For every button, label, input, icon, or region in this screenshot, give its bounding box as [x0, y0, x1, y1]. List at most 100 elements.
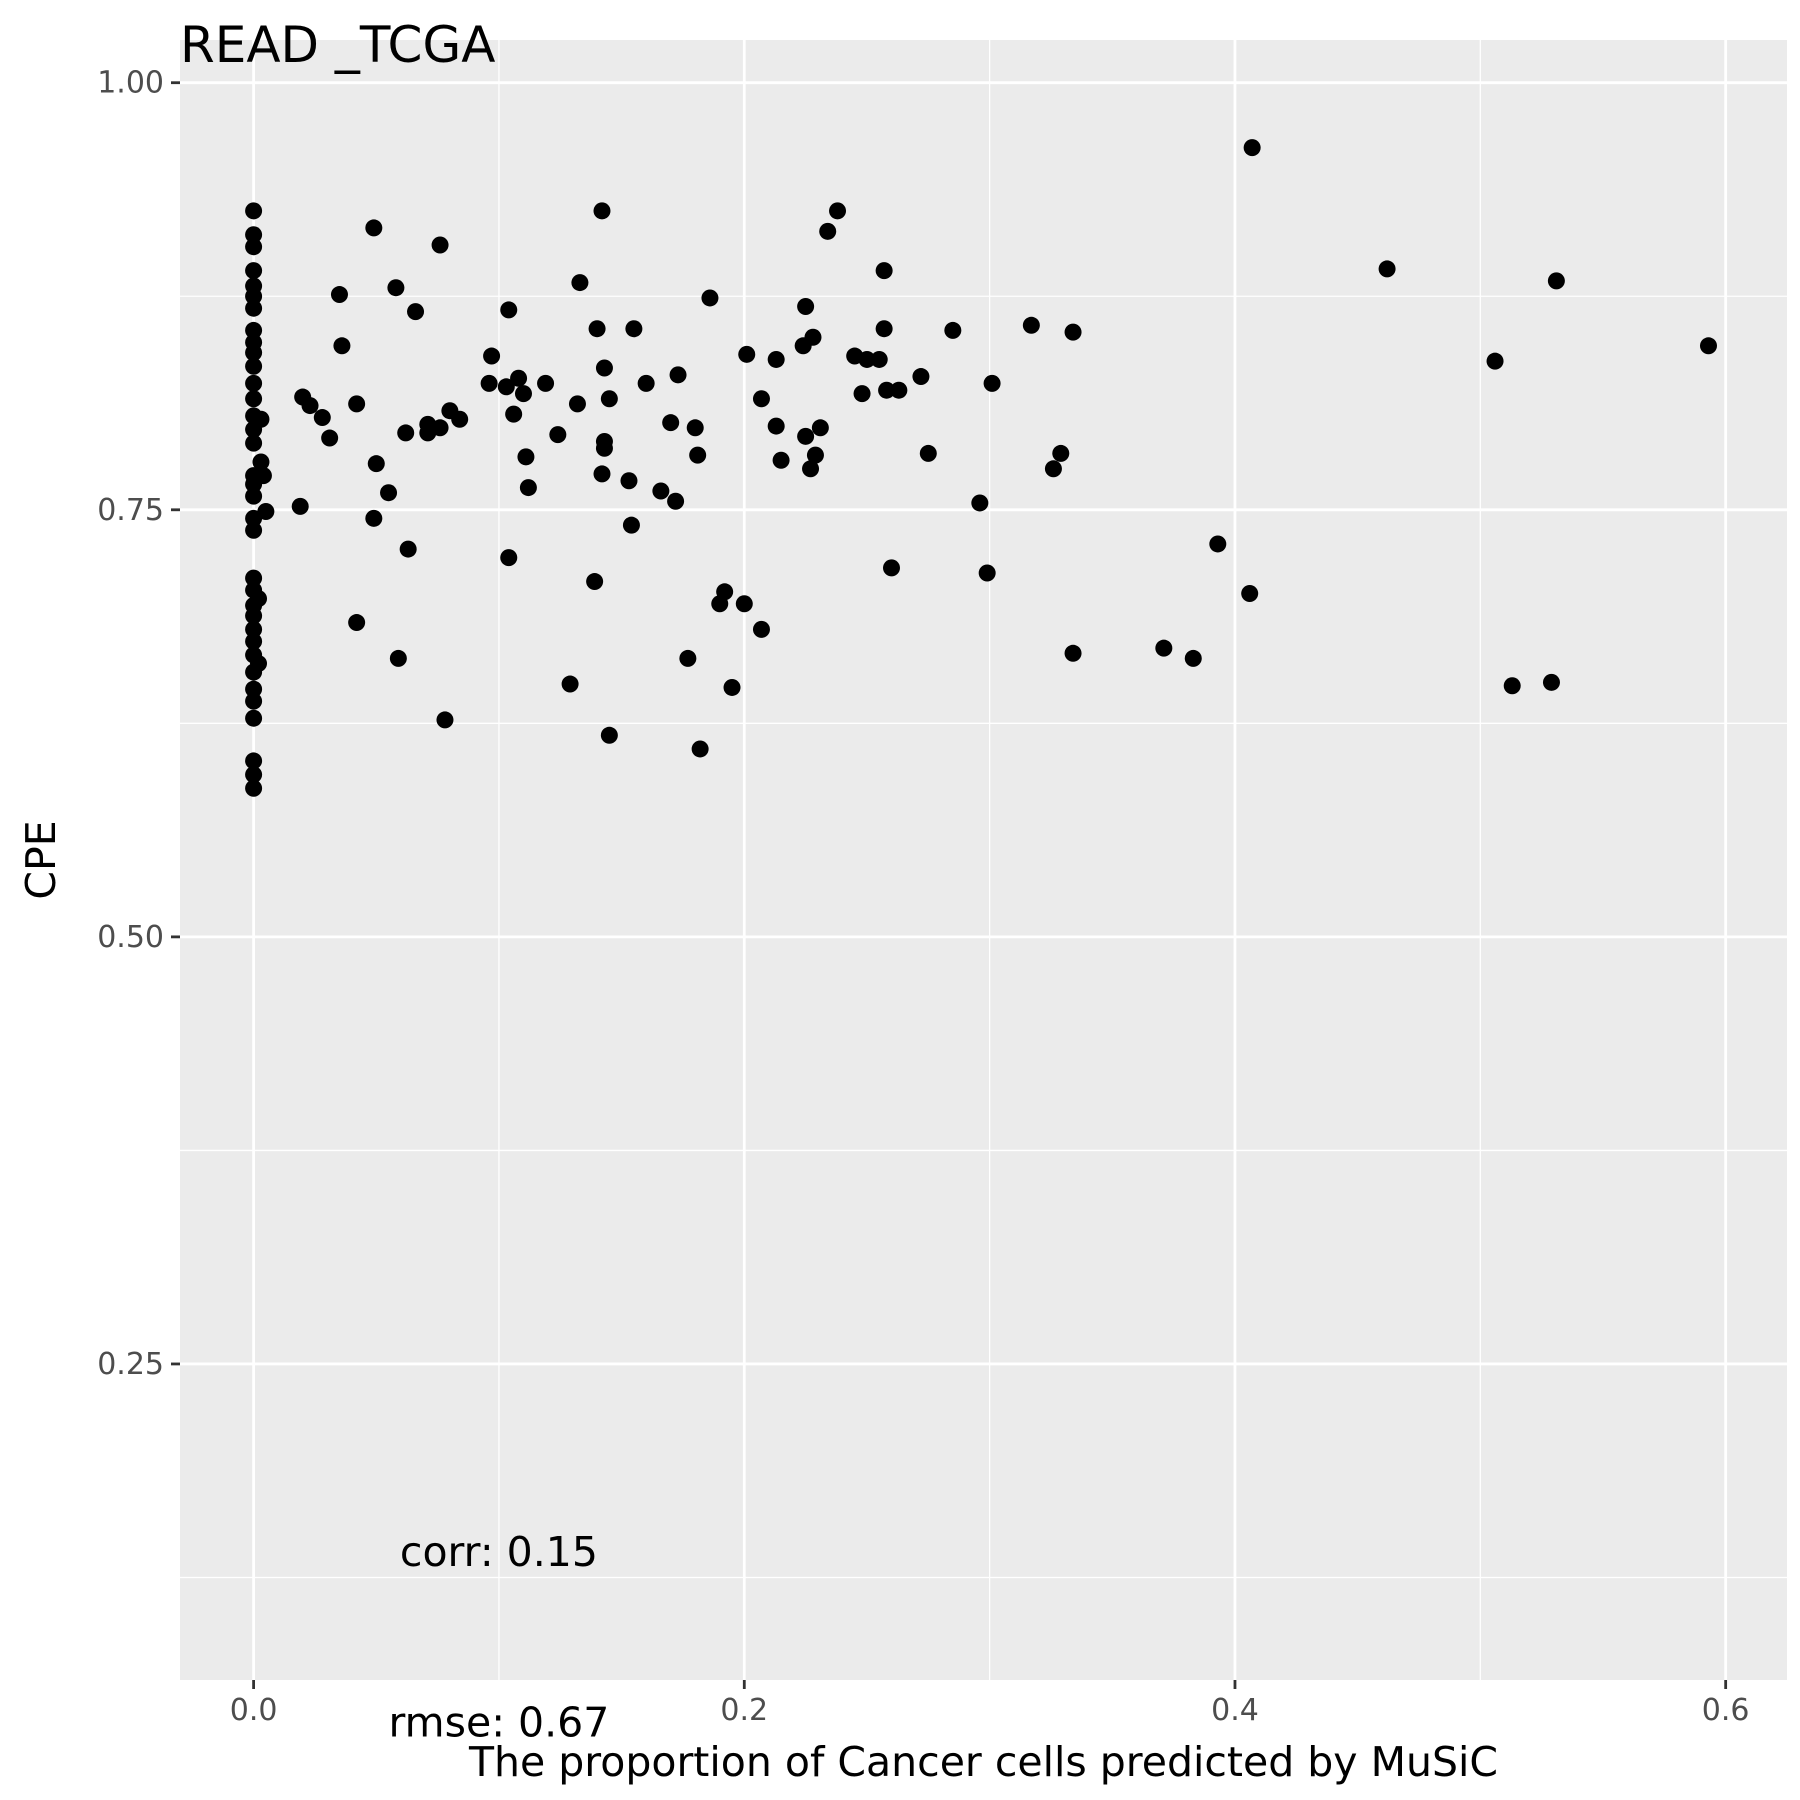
data-point — [600, 390, 618, 408]
data-point — [797, 427, 815, 445]
data-point — [483, 347, 501, 365]
data-point — [667, 492, 685, 510]
data-point — [944, 321, 962, 339]
data-point — [245, 692, 263, 710]
data-point — [397, 424, 415, 442]
data-point — [625, 320, 643, 338]
x-tick-label: 0.6 — [1702, 1693, 1750, 1728]
data-point — [519, 479, 537, 497]
data-point — [978, 564, 996, 582]
data-point — [505, 405, 523, 423]
data-point — [1044, 460, 1062, 478]
data-point — [870, 350, 888, 368]
data-point — [245, 620, 263, 638]
data-point — [1184, 649, 1202, 667]
data-point — [245, 357, 263, 375]
data-point — [588, 320, 606, 338]
data-point — [245, 321, 263, 339]
data-point — [321, 429, 339, 447]
data-point — [252, 410, 270, 428]
data-point — [387, 279, 405, 297]
data-point — [875, 262, 893, 280]
data-point — [912, 368, 930, 386]
data-point — [691, 740, 709, 758]
data-point — [245, 487, 263, 505]
data-point — [245, 569, 263, 587]
data-point — [767, 350, 785, 368]
data-point — [804, 328, 822, 346]
data-point — [622, 516, 640, 534]
annotation-label: corr: 0.15 — [400, 1528, 598, 1576]
data-point — [500, 301, 518, 319]
data-point — [752, 390, 770, 408]
data-point — [797, 298, 815, 315]
data-point — [365, 509, 383, 527]
data-point — [1486, 352, 1504, 370]
data-point — [436, 711, 454, 729]
data-point — [500, 549, 518, 567]
data-point — [568, 395, 586, 413]
data-point — [497, 378, 515, 396]
data-point — [252, 453, 270, 471]
data-point — [245, 752, 263, 770]
data-point — [1155, 639, 1173, 657]
data-point — [348, 614, 366, 632]
data-point — [983, 374, 1001, 392]
data-point — [517, 448, 535, 466]
data-point — [853, 385, 871, 403]
data-point — [738, 345, 756, 363]
data-point — [1209, 535, 1227, 553]
data-point — [245, 202, 263, 220]
data-point — [1064, 323, 1082, 341]
data-point — [875, 320, 893, 338]
data-point — [245, 287, 263, 305]
data-point — [537, 374, 555, 392]
data-point — [1022, 316, 1040, 334]
data-point — [245, 607, 263, 625]
data-point — [245, 226, 263, 244]
data-point — [367, 455, 385, 473]
data-point — [245, 374, 263, 392]
data-point — [431, 236, 449, 254]
data-point — [380, 484, 398, 502]
data-point — [971, 494, 989, 512]
data-point — [819, 222, 837, 240]
data-point — [767, 417, 785, 435]
data-point — [772, 451, 790, 469]
data-point — [593, 465, 611, 483]
data-point — [257, 503, 275, 520]
data-point — [890, 381, 908, 399]
data-point — [689, 446, 707, 464]
data-point — [1052, 444, 1070, 462]
data-point — [1547, 272, 1565, 290]
data-point — [245, 390, 263, 408]
data-point — [882, 559, 900, 577]
data-point — [716, 583, 734, 601]
annotation-label: rmse: 0.67 — [389, 1699, 610, 1747]
data-point — [245, 262, 263, 280]
data-point — [514, 385, 532, 403]
data-point — [480, 374, 498, 392]
data-point — [669, 366, 687, 384]
data-point — [595, 439, 613, 457]
data-point — [399, 540, 417, 558]
data-point — [1243, 139, 1261, 157]
data-point — [348, 395, 366, 413]
data-point — [806, 446, 824, 464]
data-point — [571, 274, 589, 292]
y-tick-label: 1.00 — [97, 66, 164, 101]
data-point — [245, 521, 263, 539]
data-point — [1378, 260, 1396, 278]
y-tick-label: 0.50 — [97, 920, 164, 955]
data-point — [679, 649, 697, 667]
data-point — [245, 766, 263, 784]
y-axis-title: CPE — [17, 820, 65, 899]
data-point — [1064, 644, 1082, 662]
data-point — [652, 482, 670, 500]
data-point — [365, 219, 383, 237]
data-point — [802, 460, 820, 478]
x-tick-label: 0.0 — [230, 1693, 278, 1728]
annotations: corr: 0.15 rmse: 0.67 — [389, 1528, 610, 1747]
data-point — [245, 779, 263, 797]
data-point — [245, 238, 263, 256]
